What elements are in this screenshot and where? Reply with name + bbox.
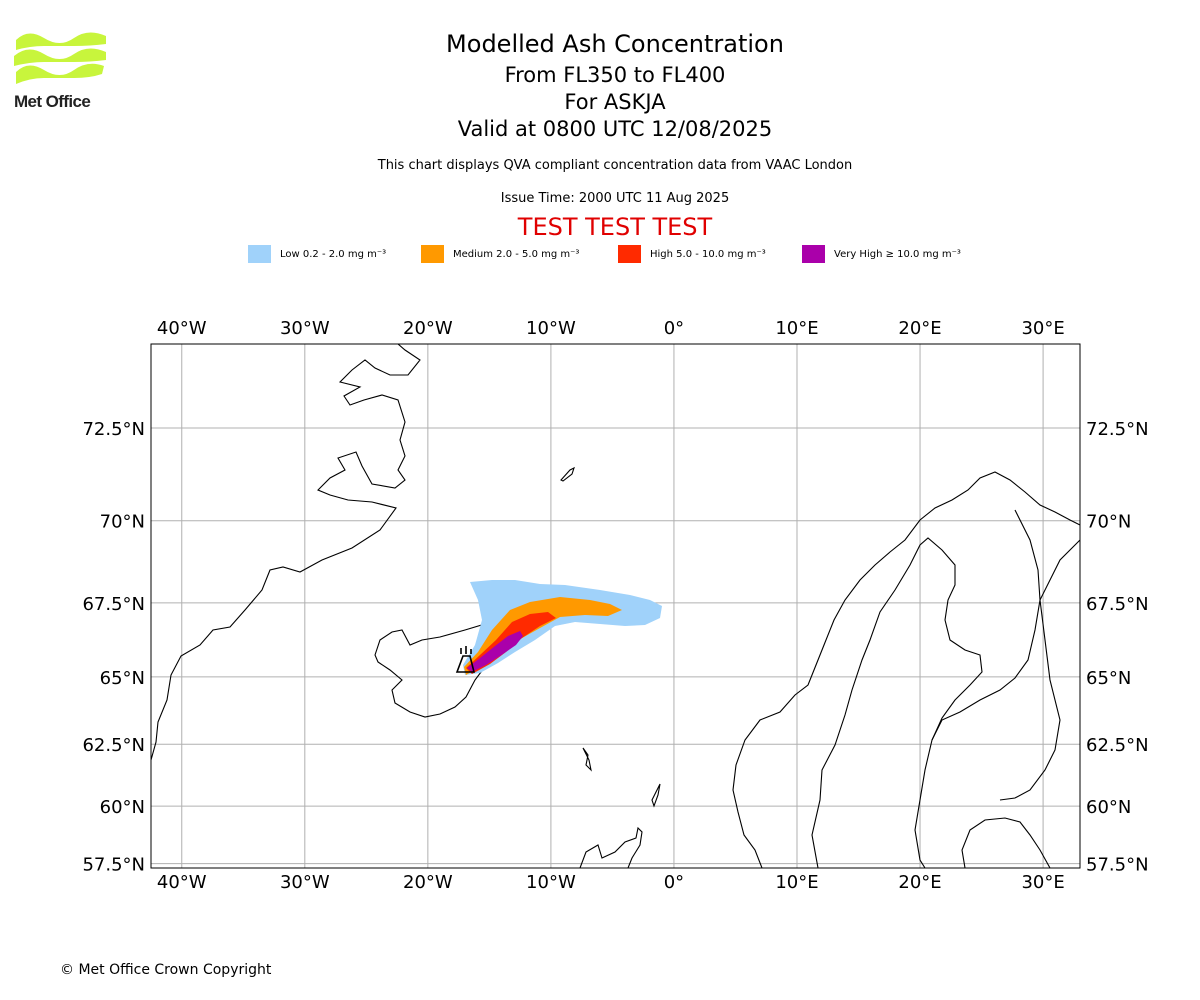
legend-item-high: High 5.0 - 10.0 mg m⁻³ [618, 245, 766, 263]
lat-tick-label-left: 67.5°N [82, 594, 145, 615]
map-gridlines [151, 344, 1080, 868]
lon-tick-label-top: 40°W [157, 318, 207, 339]
logo-text: Met Office [14, 92, 91, 111]
lat-tick-label-right: 72.5°N [1086, 419, 1149, 440]
lat-tick-label-right: 62.5°N [1086, 735, 1149, 756]
lon-tick-label-top: 30°W [280, 318, 330, 339]
valid-time: Valid at 0800 UTC 12/08/2025 [457, 117, 773, 141]
legend-swatch-low [248, 245, 271, 263]
legend-swatch-high [618, 245, 641, 263]
lon-tick-label-bottom: 0° [664, 872, 684, 893]
lat-tick-label-left: 72.5°N [82, 419, 145, 440]
test-banner: TEST TEST TEST [517, 213, 713, 241]
lon-tick-label-top: 20°W [403, 318, 453, 339]
legend-label-high: High 5.0 - 10.0 mg m⁻³ [650, 248, 766, 260]
lat-tick-label-right: 60°N [1086, 797, 1131, 818]
volcano-name: For ASKJA [564, 90, 666, 114]
lon-tick-label-top: 10°E [775, 318, 818, 339]
ash-very-high-area [467, 631, 523, 672]
lon-tick-label-bottom: 40°W [157, 872, 207, 893]
flight-level-range: From FL350 to FL400 [504, 63, 726, 87]
lon-tick-label-top: 10°W [526, 318, 576, 339]
faroe-coastline [582, 747, 592, 772]
legend-label-low: Low 0.2 - 2.0 mg m⁻³ [280, 248, 387, 260]
baltic-coastline [961, 817, 1051, 868]
lat-tick-label-right: 67.5°N [1086, 594, 1149, 615]
lat-tick-label-left: 57.5°N [82, 855, 145, 876]
met-office-waves-icon [14, 32, 106, 84]
copyright-notice: © Met Office Crown Copyright [60, 962, 272, 978]
lat-tick-label-left: 70°N [100, 512, 145, 533]
disclaimer: This chart displays QVA compliant concen… [377, 158, 853, 173]
lon-tick-label-bottom: 30°E [1021, 872, 1064, 893]
finland-coastline [931, 539, 1080, 741]
finland-east-border [999, 509, 1061, 801]
lat-tick-label-left: 60°N [100, 797, 145, 818]
lon-tick-label-top: 30°E [1021, 318, 1064, 339]
lon-tick-label-bottom: 10°W [526, 872, 576, 893]
lon-tick-label-bottom: 20°E [898, 872, 941, 893]
lat-tick-label-left: 65°N [100, 668, 145, 689]
coastlines [151, 344, 1080, 868]
chart-title: Modelled Ash Concentration [446, 30, 784, 58]
legend-label-medium: Medium 2.0 - 5.0 mg m⁻³ [453, 248, 580, 260]
scotland-coastline [579, 826, 643, 868]
issue-time: Issue Time: 2000 UTC 11 Aug 2025 [500, 191, 730, 206]
map-frame [150, 343, 1081, 869]
lon-tick-label-bottom: 20°W [403, 872, 453, 893]
lon-tick-label-bottom: 10°E [775, 872, 818, 893]
legend-label-very-high: Very High ≥ 10.0 mg m⁻³ [834, 248, 961, 260]
met-office-logo: Met Office [14, 30, 110, 112]
map-tick-labels: 40°W 40°W 30°W 30°W 20°W 20°W 10°W 10°W 0° 0° 10°E… [82, 318, 1148, 893]
jan-mayen-coastline [560, 466, 575, 482]
lon-tick-label-top: 0° [664, 318, 684, 339]
legend-swatch-very-high [802, 245, 825, 263]
ash-plume [463, 580, 662, 675]
norway-coastline [732, 471, 1080, 868]
sweden-finland-coastline [811, 537, 983, 868]
lat-tick-label-right: 65°N [1086, 668, 1131, 689]
lon-tick-label-top: 20°E [898, 318, 941, 339]
ash-low-area [463, 580, 662, 675]
lat-tick-label-left: 62.5°N [82, 735, 145, 756]
legend-item-low: Low 0.2 - 2.0 mg m⁻³ [248, 245, 386, 263]
greenland-coastline [151, 344, 421, 761]
legend-item-very-high: Very High ≥ 10.0 mg m⁻³ [802, 245, 961, 263]
volcano-icon [455, 646, 476, 673]
shetland-coastline [651, 783, 661, 808]
legend-item-medium: Medium 2.0 - 5.0 mg m⁻³ [421, 245, 579, 263]
legend-swatch-medium [421, 245, 444, 263]
lon-tick-label-bottom: 30°W [280, 872, 330, 893]
lat-tick-label-right: 70°N [1086, 512, 1131, 533]
lat-tick-label-right: 57.5°N [1086, 855, 1149, 876]
